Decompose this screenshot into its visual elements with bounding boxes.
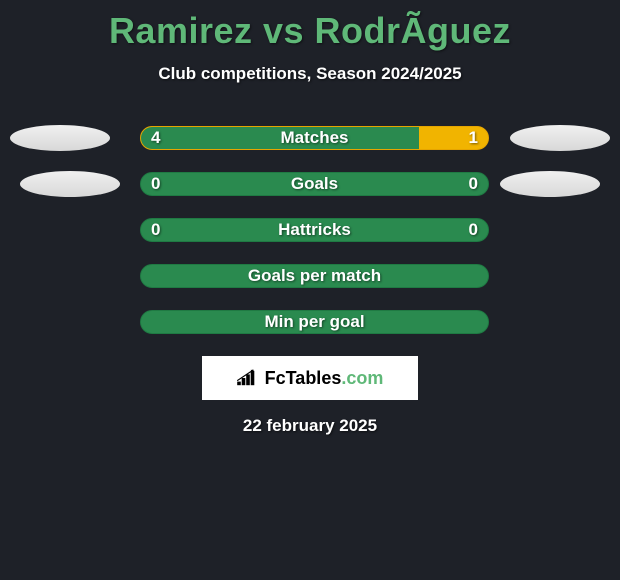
- stat-row-min-per-goal: Min per goal: [0, 310, 620, 334]
- brand-main: FcTables: [265, 368, 342, 388]
- avatar-right-0: [510, 125, 610, 151]
- stat-row-goals-per-match: Goals per match: [0, 264, 620, 288]
- bar-track: Goals per match: [140, 264, 489, 288]
- stat-label: Goals per match: [141, 265, 488, 287]
- stat-row-matches: 4 Matches 1: [0, 126, 620, 150]
- subtitle: Club competitions, Season 2024/2025: [0, 64, 620, 84]
- stat-label: Goals: [141, 173, 488, 195]
- stats-bars: 4 Matches 1 0 Goals 0 0 Hattricks 0 Goal…: [0, 126, 620, 334]
- brand-text: FcTables.com: [265, 368, 384, 389]
- avatar-left-1: [20, 171, 120, 197]
- date-text: 22 february 2025: [0, 416, 620, 436]
- avatar-left-0: [10, 125, 110, 151]
- brand-box: FcTables.com: [202, 356, 418, 400]
- bar-left-fill: [141, 127, 419, 149]
- stat-label: Min per goal: [141, 311, 488, 333]
- stat-left-value: 0: [151, 173, 160, 195]
- stat-label: Hattricks: [141, 219, 488, 241]
- stat-row-goals: 0 Goals 0: [0, 172, 620, 196]
- brand-suffix: .com: [341, 368, 383, 388]
- page-title: Ramirez vs RodrÃ­guez: [0, 0, 620, 52]
- stat-left-value: 0: [151, 219, 160, 241]
- bar-track: 0 Goals 0: [140, 172, 489, 196]
- stat-right-value: 0: [469, 219, 478, 241]
- stat-right-value: 0: [469, 173, 478, 195]
- bar-track: 0 Hattricks 0: [140, 218, 489, 242]
- bar-track: Min per goal: [140, 310, 489, 334]
- barchart-icon: [237, 369, 259, 387]
- avatar-right-1: [500, 171, 600, 197]
- stat-row-hattricks: 0 Hattricks 0: [0, 218, 620, 242]
- stat-right-value: 1: [469, 127, 478, 149]
- bar-track: 4 Matches 1: [140, 126, 489, 150]
